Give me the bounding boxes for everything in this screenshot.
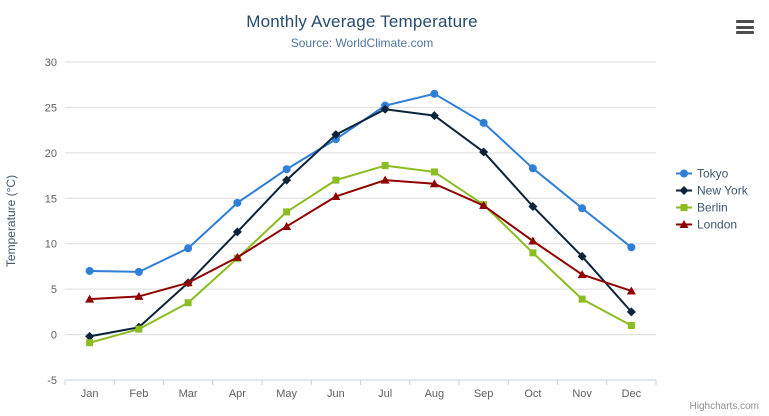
legend-item-berlin[interactable]: Berlin <box>676 201 728 215</box>
point-marker-triangle <box>380 175 390 184</box>
y-axis-tick-label: 10 <box>45 239 57 251</box>
x-axis-tick-label: Nov <box>572 388 592 400</box>
y-axis-title: Temperature (°C) <box>4 175 18 267</box>
point-marker-circle <box>528 164 537 173</box>
point-marker-triangle <box>479 201 489 210</box>
point-marker-circle <box>233 198 242 207</box>
point-marker-square <box>578 295 586 303</box>
x-axis-tick-label: Sep <box>474 388 494 400</box>
series-berlin[interactable] <box>86 162 635 347</box>
point-marker-circle <box>430 89 439 98</box>
point-marker-square <box>430 168 438 176</box>
point-marker-triangle <box>331 191 341 200</box>
series-london[interactable] <box>85 175 636 303</box>
point-marker-square <box>680 204 688 211</box>
point-marker-square <box>381 162 389 170</box>
point-marker-triangle <box>232 252 242 261</box>
point-marker-square <box>283 208 291 216</box>
x-axis-tick-label: Jan <box>81 388 99 400</box>
chart-subtitle: Source: WorldClimate.com <box>290 36 434 50</box>
point-marker-triangle <box>85 294 95 303</box>
point-marker-diamond <box>479 147 489 157</box>
point-marker-diamond <box>429 111 439 121</box>
series-line-tokyo <box>88 92 633 273</box>
point-marker-triangle <box>528 236 538 245</box>
point-marker-diamond <box>85 331 95 341</box>
point-marker-diamond <box>679 186 689 195</box>
point-marker-diamond <box>577 251 587 261</box>
y-axis-tick-label: -5 <box>47 375 57 387</box>
hamburger-menu-icon[interactable] <box>736 20 754 34</box>
point-marker-square <box>627 321 635 329</box>
point-marker-diamond <box>528 201 538 211</box>
y-axis-tick-label: 0 <box>51 330 57 342</box>
x-axis-tick-label: May <box>276 388 297 400</box>
legend-label: London <box>697 218 737 232</box>
point-marker-triangle <box>577 270 587 279</box>
legend-item-new-york[interactable]: New York <box>676 184 749 198</box>
y-axis-tick-label: 20 <box>45 148 57 160</box>
x-axis-tick-label: Jul <box>378 388 392 400</box>
x-axis-tick-label: Feb <box>129 388 148 400</box>
point-marker-circle <box>282 165 291 174</box>
point-marker-circle <box>134 267 143 276</box>
point-marker-triangle <box>429 179 439 188</box>
chart-title: Monthly Average Temperature <box>246 12 478 31</box>
point-marker-triangle <box>134 291 144 300</box>
point-marker-triangle <box>626 286 636 295</box>
point-marker-triangle <box>679 220 689 228</box>
point-marker-circle <box>578 204 587 213</box>
point-marker-circle <box>184 244 193 253</box>
y-axis-tick-label: 25 <box>45 102 57 114</box>
point-marker-circle <box>479 118 488 127</box>
series-new-york[interactable] <box>85 104 636 341</box>
x-axis-tick-label: Oct <box>524 388 541 400</box>
x-axis-tick-label: Dec <box>622 388 642 400</box>
highcharts-credit-link[interactable]: Highcharts.com <box>689 401 759 412</box>
point-marker-square <box>332 176 340 184</box>
series-line-new-york <box>88 108 633 338</box>
y-axis-tick-label: 5 <box>51 284 57 296</box>
legend-item-tokyo[interactable]: Tokyo <box>676 167 729 181</box>
point-marker-diamond <box>626 307 636 317</box>
point-marker-triangle <box>183 278 193 287</box>
point-marker-circle <box>680 169 688 178</box>
x-axis-tick-label: Apr <box>229 388 246 400</box>
point-marker-square <box>86 339 94 347</box>
x-axis-tick-label: Jun <box>327 388 345 400</box>
legend-item-london[interactable]: London <box>676 218 737 232</box>
point-marker-circle <box>627 243 636 252</box>
point-marker-square <box>135 325 143 333</box>
point-marker-diamond <box>282 175 292 185</box>
x-axis-tick-label: Aug <box>425 388 445 400</box>
x-axis-tick-label: Mar <box>179 388 198 400</box>
legend-label: Tokyo <box>697 167 729 181</box>
point-marker-diamond <box>331 130 341 140</box>
legend-label: New York <box>697 184 749 198</box>
legend-label: Berlin <box>697 201 728 215</box>
point-marker-circle <box>85 266 94 275</box>
point-marker-diamond <box>232 227 242 237</box>
point-marker-square <box>529 249 537 257</box>
point-marker-square <box>184 299 192 307</box>
series-tokyo[interactable] <box>85 89 636 276</box>
point-marker-diamond <box>380 104 390 114</box>
y-axis-tick-label: 15 <box>45 193 57 205</box>
series-line-berlin <box>88 164 633 344</box>
y-axis-tick-label: 30 <box>45 57 57 69</box>
series-line-london <box>88 179 633 301</box>
point-marker-triangle <box>282 221 292 230</box>
